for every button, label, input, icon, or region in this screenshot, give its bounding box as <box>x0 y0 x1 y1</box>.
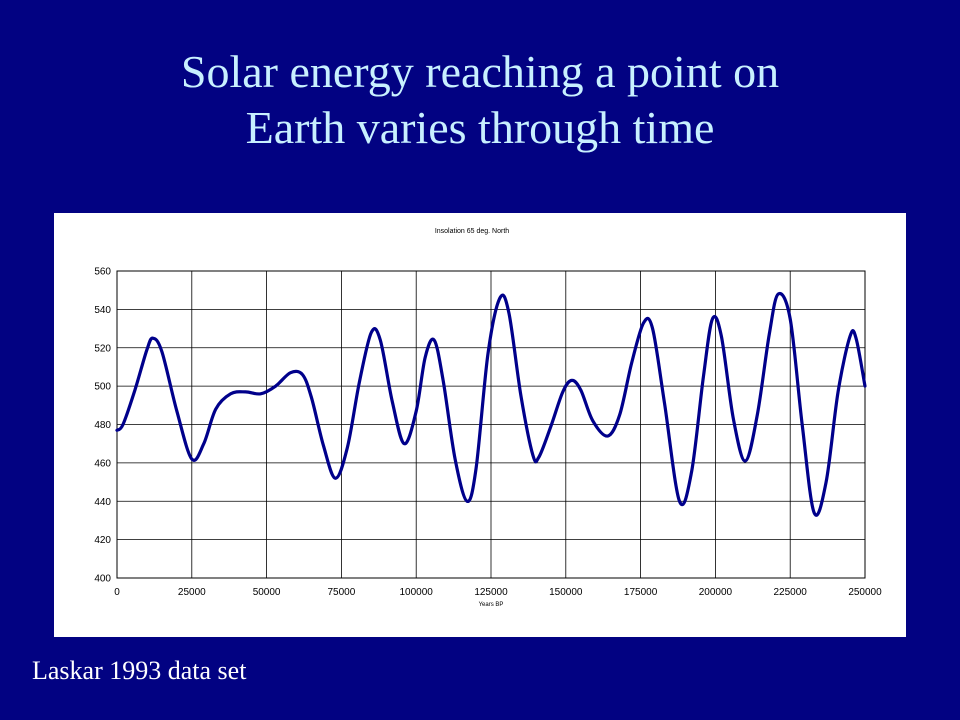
slide-title-line-1: Solar energy reaching a point on <box>180 46 780 97</box>
plot-area-frame <box>116 270 866 579</box>
y-tick-label: 500 <box>94 382 111 393</box>
y-tick-label: 560 <box>94 267 111 278</box>
chart-title: Insolation 65 deg. North <box>435 228 509 235</box>
y-tick-label: 400 <box>94 574 111 585</box>
x-tick-label: 200000 <box>699 587 733 598</box>
chart-panel: Insolation 65 deg. North 400 420 440 460 480… <box>54 213 906 637</box>
source-footnote: Laskar 1993 data set <box>32 656 247 685</box>
x-tick-label: 75000 <box>327 587 355 598</box>
x-tick-label: 250000 <box>848 587 882 598</box>
gridlines <box>116 270 866 579</box>
y-tick-label: 540 <box>94 305 111 316</box>
y-tick-label: 480 <box>94 420 111 431</box>
x-tick-label: 175000 <box>624 587 658 598</box>
x-tick-label: 50000 <box>253 587 281 598</box>
x-tick-label: 150000 <box>549 587 583 598</box>
y-tick-label: 460 <box>94 458 111 469</box>
y-tick-label: 420 <box>94 535 111 546</box>
y-tick-label: 520 <box>94 343 111 354</box>
slide-title-line-2: Earth varies through time <box>245 102 715 153</box>
x-tick-label: 125000 <box>474 587 508 598</box>
x-axis-label: Years BP <box>479 602 504 608</box>
insolation-chart: Insolation 65 deg. North 400 420 440 460 480… <box>94 228 882 608</box>
x-tick-label: 0 <box>114 587 120 598</box>
y-tick-label: 440 <box>94 497 111 508</box>
tick-labels: 400 420 440 460 480 500 520 540 560 0 25000 50000 75… <box>94 267 882 599</box>
x-tick-label: 225000 <box>774 587 808 598</box>
slide-title: Solar energy reaching a point on Earth v… <box>0 44 960 156</box>
x-tick-label: 100000 <box>400 587 434 598</box>
series-line-insolation <box>115 291 867 517</box>
x-tick-label: 25000 <box>178 587 206 598</box>
